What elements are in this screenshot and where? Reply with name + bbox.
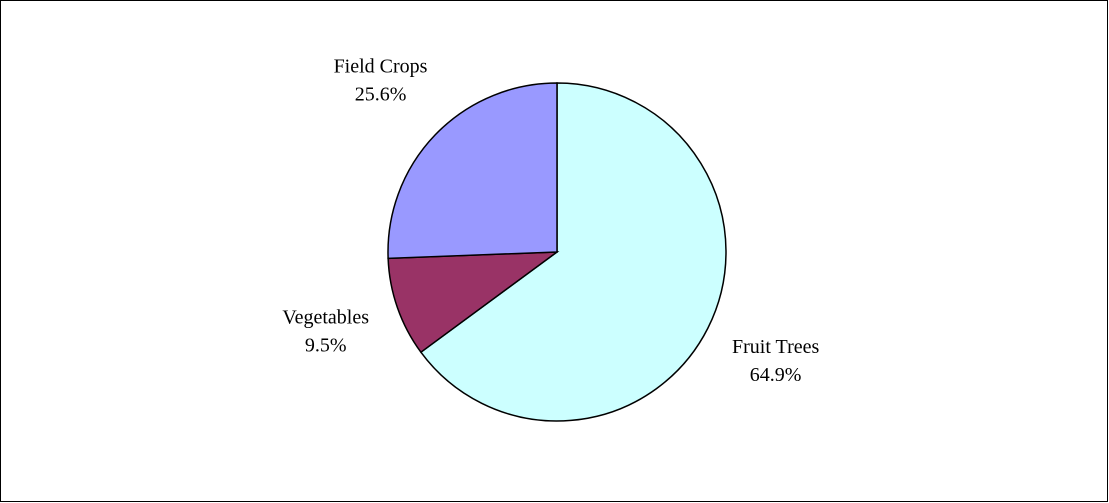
slice-label: Vegetables <box>282 306 369 328</box>
slice-value-label: 9.5% <box>305 334 347 356</box>
pie-slice <box>387 251 560 354</box>
pie-slice <box>419 82 727 422</box>
slice-value-label: 64.9% <box>750 364 802 386</box>
slice-label: Field Crops <box>334 56 428 78</box>
slice-label: Fruit Trees <box>732 336 819 358</box>
slice-value-label: 25.6% <box>355 84 407 106</box>
pie-slice <box>387 82 558 260</box>
